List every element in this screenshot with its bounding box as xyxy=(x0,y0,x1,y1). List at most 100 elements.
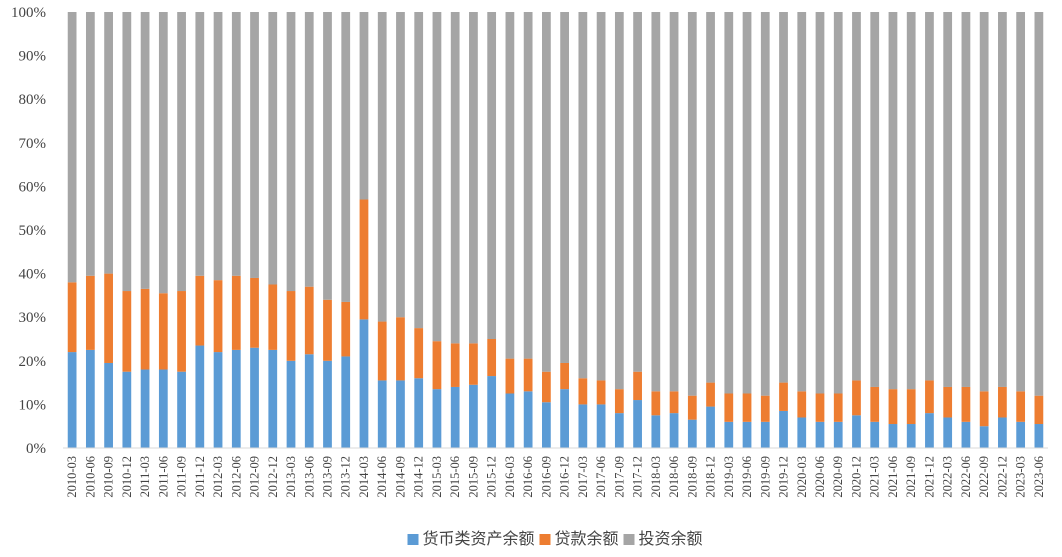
y-tick-label: 50% xyxy=(19,223,47,239)
x-tick-label: 2021-09 xyxy=(904,456,918,498)
bar-segment-series-0 xyxy=(67,352,77,448)
bar-segment-series-0 xyxy=(779,410,788,448)
bar-segment-series-2 xyxy=(67,12,77,283)
bar-segment-series-0 xyxy=(177,371,186,448)
bar-segment-series-2 xyxy=(396,12,405,318)
bar-segment-series-2 xyxy=(377,12,387,322)
bar-segment-series-1 xyxy=(979,391,989,427)
bar-segment-series-0 xyxy=(998,417,1007,448)
bar-segment-series-1 xyxy=(286,291,296,361)
y-axis: 0% 10% 20% 30% 40% 50% 60% 70% 80% 90% 100% xyxy=(11,5,46,457)
bar-segment-series-2 xyxy=(998,12,1007,387)
bar-segment-series-2 xyxy=(906,12,916,390)
bar-segment-series-2 xyxy=(925,12,934,381)
bar-segment-series-1 xyxy=(614,389,624,414)
x-tick-label: 2013-03 xyxy=(284,456,298,498)
x-tick-label: 2014-09 xyxy=(393,456,407,498)
bar-segment-series-0 xyxy=(323,360,332,448)
bar-segment-series-1 xyxy=(706,382,715,407)
bar-segment-series-1 xyxy=(852,380,861,416)
bar-segment-series-0 xyxy=(870,421,880,448)
bar-segment-series-2 xyxy=(140,12,150,289)
bar-segment-series-2 xyxy=(633,12,642,372)
bar-segment-series-0 xyxy=(213,352,223,448)
bar-segment-series-1 xyxy=(414,328,424,379)
bar-segment-series-0 xyxy=(687,419,697,448)
x-tick-label: 2014-12 xyxy=(412,456,426,498)
bar-segment-series-0 xyxy=(396,380,405,448)
x-tick-label: 2012-09 xyxy=(248,456,262,498)
bar-segment-series-1 xyxy=(961,386,971,422)
bar-segment-series-2 xyxy=(450,12,460,344)
bar-segment-series-2 xyxy=(122,12,132,292)
x-tick-label: 2021-03 xyxy=(868,456,882,498)
bar-segment-series-0 xyxy=(925,413,934,448)
bar-segment-series-0 xyxy=(669,413,679,448)
bar-segment-series-2 xyxy=(961,12,971,387)
bar-segment-series-1 xyxy=(560,362,569,390)
y-tick-label: 30% xyxy=(19,310,47,326)
bar-segment-series-0 xyxy=(104,362,113,448)
bar-segment-series-1 xyxy=(742,393,752,422)
bar-segment-series-2 xyxy=(1016,12,1026,392)
bar-segment-series-1 xyxy=(450,343,460,387)
bar-segment-series-2 xyxy=(213,12,223,281)
bar-segment-series-1 xyxy=(487,339,497,377)
x-tick-label: 2011-12 xyxy=(193,456,207,497)
bar-segment-series-1 xyxy=(687,395,697,420)
bar-segment-series-1 xyxy=(359,199,369,320)
bar-segment-series-0 xyxy=(560,389,569,448)
bar-segment-series-1 xyxy=(85,275,95,350)
bar-segment-series-1 xyxy=(779,382,788,411)
bar-segment-series-2 xyxy=(432,12,442,342)
x-tick-label: 2018-06 xyxy=(667,456,681,498)
bar-segment-series-1 xyxy=(158,293,168,370)
bar-segment-series-0 xyxy=(140,369,150,448)
bar-segment-series-0 xyxy=(85,349,95,448)
bar-segment-series-1 xyxy=(323,299,332,361)
bar-segment-series-2 xyxy=(231,12,241,276)
x-tick-label: 2012-06 xyxy=(229,456,243,498)
bar-segment-series-2 xyxy=(815,12,825,394)
x-tick-label: 2014-03 xyxy=(357,456,371,498)
bar-segment-series-1 xyxy=(231,275,241,350)
bar-segment-series-1 xyxy=(1034,395,1044,425)
legend-swatch-2 xyxy=(623,534,635,545)
bar-segment-series-0 xyxy=(359,319,369,448)
bar-segment-series-1 xyxy=(724,393,734,422)
bar-segment-series-2 xyxy=(1034,12,1044,396)
x-tick-label: 2022-12 xyxy=(995,456,1009,498)
legend-label-0: 货币类资产余额 xyxy=(423,529,535,548)
bar-segment-series-2 xyxy=(651,12,661,392)
x-tick-label: 2011-03 xyxy=(138,456,152,497)
bar-segment-series-2 xyxy=(833,12,843,394)
x-tick-label: 2020-03 xyxy=(795,456,809,498)
x-tick-label: 2018-03 xyxy=(649,456,663,498)
bar-segment-series-1 xyxy=(177,291,186,372)
bar-segment-series-1 xyxy=(122,291,132,372)
bar-segment-series-2 xyxy=(286,12,296,292)
x-tick-label: 2010-03 xyxy=(65,456,79,498)
bar-segment-series-2 xyxy=(614,12,624,390)
bar-segment-series-0 xyxy=(724,421,734,448)
bar-segment-series-0 xyxy=(742,421,752,448)
bar-segment-series-2 xyxy=(177,12,186,292)
bar-segment-series-1 xyxy=(542,371,551,403)
bar-segment-series-2 xyxy=(304,12,314,287)
x-tick-label: 2011-09 xyxy=(175,456,189,497)
bar-segment-series-1 xyxy=(998,386,1007,418)
y-tick-label: 70% xyxy=(19,136,47,152)
legend: 货币类资产余额 贷款余额 投资余额 xyxy=(407,529,703,548)
bar-segment-series-0 xyxy=(377,380,387,448)
bar-segment-series-0 xyxy=(122,371,132,448)
bar-segment-series-2 xyxy=(687,12,697,396)
y-tick-label: 0% xyxy=(26,441,46,457)
bar-segment-series-1 xyxy=(760,395,770,422)
bar-segment-series-0 xyxy=(304,354,314,448)
bar-segment-series-0 xyxy=(961,421,971,448)
bar-segment-series-2 xyxy=(797,12,807,392)
bar-segment-series-1 xyxy=(268,284,278,350)
bar-segment-series-0 xyxy=(706,406,715,448)
bar-segment-series-0 xyxy=(195,345,205,448)
bar-segment-series-0 xyxy=(760,421,770,448)
